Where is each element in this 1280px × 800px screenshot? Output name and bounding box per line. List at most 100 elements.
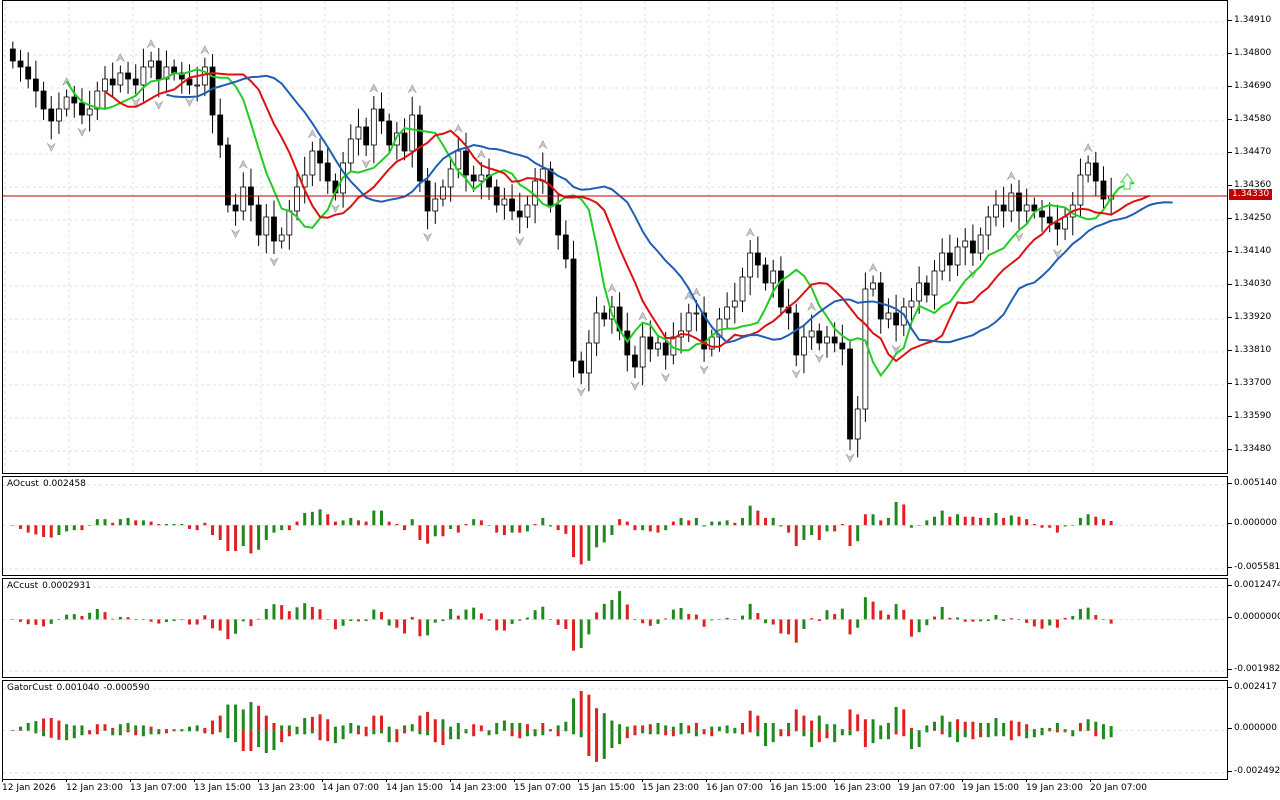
gator-indicator-pane[interactable]: GatorCust 0.001040 -0.000590 xyxy=(2,680,1228,780)
histogram-bar xyxy=(1048,525,1052,528)
gator-lower-bar xyxy=(771,730,775,743)
histogram-bar xyxy=(533,610,537,620)
histogram-bar xyxy=(925,619,929,626)
ao-indicator-pane[interactable]: AOcust 0.002458 xyxy=(2,476,1228,576)
histogram-bar xyxy=(986,517,990,526)
histogram-bar xyxy=(1048,619,1052,626)
gator-upper-bar xyxy=(740,722,744,731)
gator-lower-bar xyxy=(541,730,545,736)
gator-upper-bar xyxy=(748,710,752,731)
histogram-bar xyxy=(625,604,629,620)
candle xyxy=(125,61,131,94)
candle xyxy=(593,296,600,356)
histogram-bar xyxy=(364,619,368,622)
fractal-down-icon xyxy=(361,159,371,169)
fractal-down-icon xyxy=(185,98,194,107)
candle-body xyxy=(1085,162,1092,176)
gator-lower-bar xyxy=(303,730,307,735)
histogram-bar xyxy=(310,511,314,526)
candle xyxy=(923,275,930,303)
histogram-bar xyxy=(787,525,791,533)
gator-lower-bar xyxy=(318,730,322,741)
gator-upper-bar xyxy=(664,725,668,731)
histogram-bar xyxy=(1017,619,1021,621)
price-chart-pane[interactable] xyxy=(2,0,1228,474)
candle xyxy=(509,184,515,221)
candle xyxy=(25,52,32,89)
candle-body xyxy=(440,186,446,200)
gator-lower-bar xyxy=(149,730,153,735)
gator-upper-bar xyxy=(1025,724,1029,731)
gator-lower-bar xyxy=(748,730,752,733)
gator-upper-bar xyxy=(1017,721,1021,731)
histogram-bar xyxy=(180,524,184,526)
histogram-bar xyxy=(725,617,729,620)
gator-lower-bar xyxy=(810,730,814,748)
candle xyxy=(409,96,416,168)
price-chart[interactable] xyxy=(3,1,1228,474)
candle xyxy=(94,81,101,121)
histogram-bar xyxy=(264,525,268,540)
histogram-bar xyxy=(1040,619,1044,629)
fractal-up-icon xyxy=(408,84,417,93)
ac-indicator-pane[interactable]: ACcust 0.0002931 xyxy=(2,578,1228,678)
candle xyxy=(739,267,746,313)
histogram-bar xyxy=(1078,517,1082,526)
histogram-bar xyxy=(195,525,199,531)
candle-body xyxy=(762,264,769,284)
fractal-up-icon xyxy=(684,291,693,300)
histogram-bar xyxy=(426,525,430,544)
gator-upper-bar xyxy=(257,705,261,731)
histogram-bar xyxy=(387,521,391,526)
gator-value-1: 0.001040 xyxy=(56,683,100,693)
candle xyxy=(693,300,700,332)
gator-upper-bar xyxy=(871,719,875,731)
gator-lower-bar xyxy=(211,730,215,735)
histogram-bar xyxy=(687,614,691,620)
gator-lower-bar xyxy=(794,730,798,732)
gator-lower-bar xyxy=(564,730,568,732)
histogram-bar xyxy=(894,502,898,526)
gator-upper-bar xyxy=(180,729,184,731)
gator-upper-bar xyxy=(333,726,337,731)
fractal-up-icon xyxy=(1083,142,1093,152)
gator-lower-bar xyxy=(1025,730,1029,739)
histogram-bar xyxy=(986,619,990,622)
candle xyxy=(440,179,446,207)
gator-lower-bar xyxy=(449,730,453,740)
candle-body xyxy=(9,48,16,62)
histogram-bar xyxy=(241,525,245,547)
candle xyxy=(985,205,992,250)
histogram-bar xyxy=(948,516,952,526)
price-tick-label: 1.33480 xyxy=(1227,444,1272,454)
gator-upper-bar xyxy=(149,726,153,731)
gator-upper-bar xyxy=(933,721,937,731)
gator-lower-bar xyxy=(495,730,499,735)
histogram-bar xyxy=(879,610,883,620)
gator-lower-bar xyxy=(195,730,199,732)
candle-body xyxy=(102,78,108,92)
histogram-bar xyxy=(840,608,844,620)
histogram-bar xyxy=(1086,514,1090,526)
gator-upper-bar xyxy=(449,726,453,731)
gator-lower-bar xyxy=(1063,730,1067,733)
candle-body xyxy=(739,276,746,302)
gator-upper-bar xyxy=(1094,721,1098,731)
gator-upper-bar xyxy=(879,725,883,731)
gator-upper-bar xyxy=(280,725,284,731)
candle-body xyxy=(593,312,600,344)
gator-lower-bar xyxy=(618,730,622,745)
histogram-bar xyxy=(1017,516,1021,526)
gator-lower-bar xyxy=(863,730,867,748)
candle xyxy=(79,88,85,125)
histogram-bar xyxy=(11,619,15,620)
candle xyxy=(1000,186,1007,228)
candle xyxy=(1031,197,1038,219)
histogram-bar xyxy=(641,619,645,624)
price-tick-label: 1.34140 xyxy=(1227,246,1272,256)
gator-lower-bar xyxy=(633,730,637,736)
gator-lower-bar xyxy=(395,730,399,743)
fractal-down-icon xyxy=(269,257,279,267)
histogram-bar xyxy=(449,608,453,620)
histogram-bar xyxy=(817,619,821,622)
